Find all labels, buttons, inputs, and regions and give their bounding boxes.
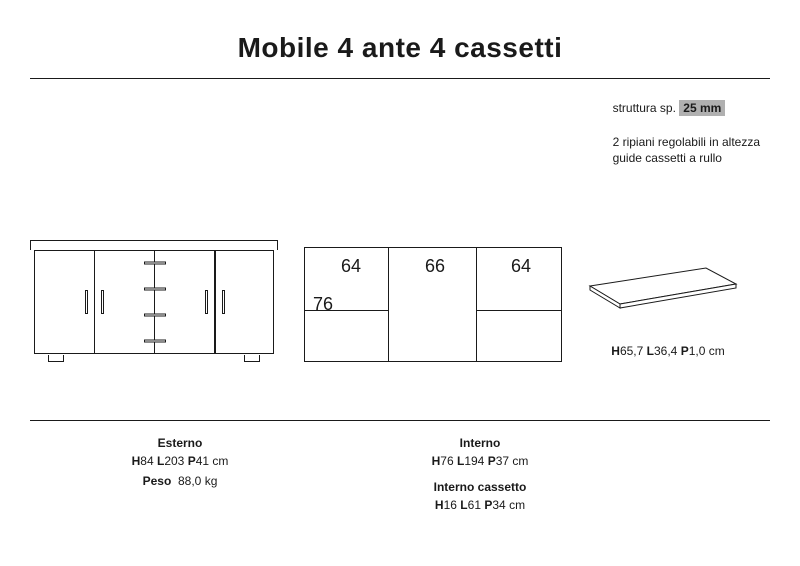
- foot-icon: [244, 355, 260, 362]
- divider-bottom: [30, 420, 770, 421]
- front-elevation: [30, 240, 278, 362]
- specs-row: Esterno H84 L203 P41 cm Peso 88,0 kg Int…: [30, 436, 770, 518]
- spec-esterno: Esterno H84 L203 P41 cm Peso 88,0 kg: [30, 436, 330, 518]
- drawings-row: 64 66 64 76 H65,7 L36,4 P1,0 cm: [30, 240, 770, 362]
- handle-icon: [101, 290, 104, 314]
- notes-block: struttura sp. 25 mm 2 ripiani regolabili…: [613, 100, 760, 166]
- door-left-1: [35, 251, 95, 353]
- note-line-2: guide cassetti a rullo: [613, 150, 760, 166]
- dim-col2: 66: [425, 256, 445, 277]
- handle-icon: [205, 290, 208, 314]
- panel-icon: [588, 266, 738, 322]
- interior-plan: 64 66 64 76: [304, 247, 562, 362]
- dim-height: 76: [313, 294, 333, 315]
- foot-icon: [48, 355, 64, 362]
- page-title: Mobile 4 ante 4 cassetti: [0, 32, 800, 64]
- struttura-label: struttura sp.: [613, 101, 676, 115]
- panel-dimensions: H65,7 L36,4 P1,0 cm: [588, 344, 748, 358]
- handle-icon: [222, 290, 225, 314]
- dim-col1: 64: [341, 256, 361, 277]
- shelf-panel: H65,7 L36,4 P1,0 cm: [588, 266, 748, 362]
- spec-interno: Interno H76 L194 P37 cm Interno cassetto…: [330, 436, 630, 518]
- struttura-badge: 25 mm: [679, 100, 725, 116]
- handle-icon: [85, 290, 88, 314]
- door-right-2: [215, 251, 275, 353]
- dim-col3: 64: [511, 256, 531, 277]
- door-right-1: [155, 251, 215, 353]
- note-line-1: 2 ripiani regolabili in altezza: [613, 134, 760, 150]
- door-left-2: [95, 251, 155, 353]
- divider-top: [30, 78, 770, 79]
